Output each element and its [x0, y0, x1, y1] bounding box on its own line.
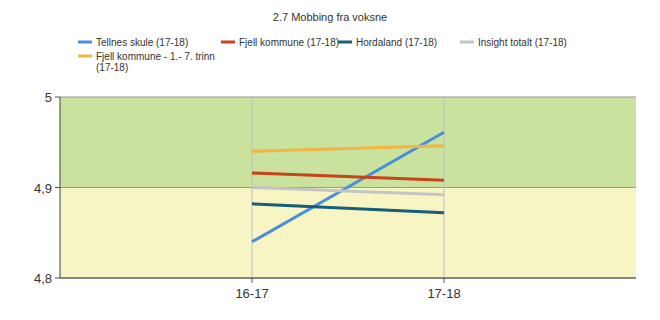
- series-line: [252, 188, 444, 195]
- tick-label: 5: [45, 90, 52, 105]
- legend-item: Fjell kommune (17-18): [221, 37, 339, 48]
- legend-line: Hordaland (17-18): [356, 37, 437, 48]
- legend-swatch: [221, 41, 235, 44]
- band: [60, 97, 636, 188]
- legend-item: Insight totalt (17-18): [460, 37, 567, 48]
- legend-line: (17-18): [96, 62, 128, 73]
- legend-line: Fjell kommune (17-18): [239, 37, 339, 48]
- legend-swatch: [460, 41, 474, 44]
- plot-lines: [252, 132, 444, 242]
- grid-line: [60, 97, 636, 98]
- tick-label: 4,9: [34, 181, 52, 196]
- tick: [55, 97, 60, 98]
- chart: 2.7 Mobbing fra voksne 4,8 4,9 5 16-17 17-18 T…: [0, 0, 660, 320]
- legend-item: Hordaland (17-18): [338, 37, 437, 48]
- series-line: [252, 146, 444, 151]
- grid-line: [60, 278, 636, 279]
- title: 2.7 Mobbing fra voksne: [273, 11, 387, 23]
- legend-swatch: [78, 55, 92, 58]
- series-line: [252, 204, 444, 213]
- tick: [55, 187, 60, 188]
- legend-line: Insight totalt (17-18): [478, 37, 567, 48]
- tick: [55, 278, 60, 279]
- legend-label: Fjell kommune - 1.- 7. trinn(17-18): [96, 51, 215, 73]
- x-tick-label: 16-17: [235, 286, 268, 301]
- tick-label: 4,8: [34, 271, 52, 286]
- tick-x: [444, 278, 445, 283]
- legend-swatch: [78, 41, 92, 44]
- legend-item: Fjell kommune - 1.- 7. trinn(17-18): [78, 51, 215, 73]
- legend-label: Hordaland (17-18): [356, 37, 437, 48]
- legend-swatch: [338, 41, 352, 44]
- legend-item: Tellnes skule (17-18): [78, 37, 188, 48]
- legend-label: Tellnes skule (17-18): [96, 37, 188, 48]
- x-axis: [60, 278, 636, 279]
- legend-line: Fjell kommune - 1.- 7. trinn: [96, 51, 215, 62]
- legend-line: Tellnes skule (17-18): [96, 37, 188, 48]
- band: [60, 188, 636, 279]
- y-axis: [60, 97, 61, 278]
- legend-label: Insight totalt (17-18): [478, 37, 567, 48]
- grid-line-x: [444, 97, 445, 278]
- series-line: [252, 173, 444, 180]
- tick-x: [252, 278, 253, 283]
- series-line: [252, 132, 444, 242]
- x-tick-label: 17-18: [427, 286, 460, 301]
- legend-label: Fjell kommune (17-18): [239, 37, 339, 48]
